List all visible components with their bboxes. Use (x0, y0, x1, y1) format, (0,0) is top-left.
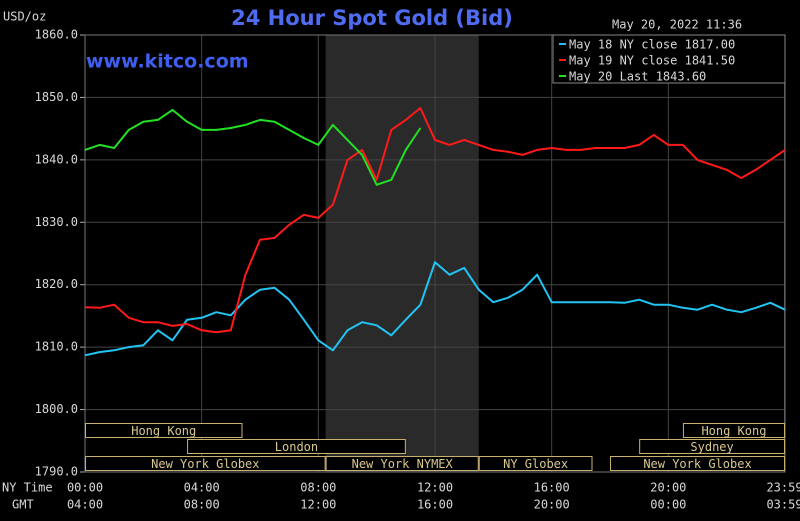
session-label: Hong Kong (131, 424, 196, 438)
session-shade (325, 35, 479, 472)
y-tick-label: 1860.0 (35, 28, 78, 42)
y-unit: USD/oz (3, 10, 46, 24)
session-label: NY Globex (503, 457, 568, 471)
x-row-label: NY Time (2, 481, 53, 495)
legend-label: May 20 Last 1843.60 (569, 70, 706, 84)
y-tick-label: 1830.0 (35, 215, 78, 229)
x-tick-label-gmt: 00:00 (650, 498, 686, 512)
x-tick-label: 04:00 (184, 481, 220, 495)
session-label: Hong Kong (701, 424, 766, 438)
chart-title: 24 Hour Spot Gold (Bid) (231, 6, 513, 30)
price-line (84, 108, 422, 186)
session-box (610, 456, 785, 471)
session-box (478, 456, 593, 471)
x-tick-label-gmt: 16:00 (417, 498, 453, 512)
x-tick-label: 00:00 (67, 481, 103, 495)
line-layer (84, 107, 786, 357)
session-box (325, 456, 479, 471)
session-label: New York Globex (643, 457, 751, 471)
session-label: Sydney (690, 440, 733, 454)
session-box (85, 423, 243, 438)
watermark: www.kitco.com (86, 51, 249, 73)
session-label: London (275, 440, 318, 454)
grid-layer (80, 34, 786, 473)
x-tick-label-gmt: 08:00 (184, 498, 220, 512)
y-tick-label: 1850.0 (35, 90, 78, 104)
x-tick-label: 12:00 (417, 481, 453, 495)
timestamp: May 20, 2022 11:36 (612, 18, 742, 32)
legend-label: May 18 NY close 1817.00 (569, 38, 735, 52)
session-label: New York Globex (151, 457, 259, 471)
x-tick-label-gmt: 03:59 (766, 498, 800, 512)
price-line (84, 107, 786, 334)
x-tick-label: 16:00 (534, 481, 570, 495)
session-box (682, 423, 786, 438)
x-tick-label-gmt: 12:00 (300, 498, 336, 512)
session-box (187, 439, 406, 454)
back-layer (325, 35, 479, 472)
x-tick-label: 20:00 (650, 481, 686, 495)
y-tick-label: 1840.0 (35, 152, 78, 166)
x-row-label: GMT (12, 498, 34, 512)
price-line (84, 261, 786, 357)
x-tick-label-gmt: 04:00 (67, 498, 103, 512)
y-tick-label: 1800.0 (35, 402, 78, 416)
x-tick-label: 08:00 (300, 481, 336, 495)
session-box (639, 439, 786, 454)
y-tick-label: 1790.0 (35, 465, 78, 479)
y-tick-label: 1810.0 (35, 340, 78, 354)
front-layer: Hong Kong Hong Kong London Sydney New York G… (35, 28, 800, 512)
session-box (85, 456, 326, 471)
legend-box (552, 34, 786, 84)
plot-frame (84, 34, 786, 473)
x-tick-label-gmt: 20:00 (534, 498, 570, 512)
y-tick-label: 1820.0 (35, 277, 78, 291)
session-label: New York NYMEX (352, 457, 454, 471)
x-tick-label: 23:59 (766, 481, 800, 495)
legend-label: May 19 NY close 1841.50 (569, 54, 735, 68)
